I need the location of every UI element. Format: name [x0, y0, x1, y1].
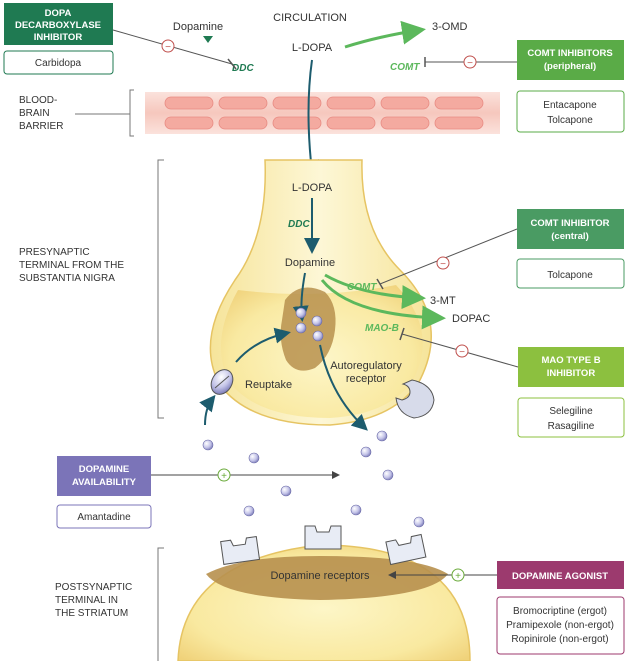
comt-peripheral-title-2: (peripheral)	[544, 61, 596, 72]
ldopa-bbb-crossing-arrow	[302, 59, 319, 176]
comt-peripheral-title-1: COMT INHIBITORS	[527, 48, 612, 59]
bbb-label-1: BLOOD-	[19, 95, 57, 106]
ddc-inhibitor-title-3: INHIBITOR	[34, 32, 83, 43]
agonist-header	[497, 561, 624, 589]
drug-selegiline: Selegiline	[549, 406, 593, 417]
availability-title-1: DOPAMINE	[79, 464, 130, 475]
maob-title-1: MAO TYPE B	[541, 355, 600, 366]
comt-central-title-2: (central)	[551, 231, 588, 242]
availability-header	[57, 456, 151, 496]
ddc-inhibitor-title-2: DECARBOXYLASE	[15, 20, 101, 31]
comt-peripheral-drug-box	[516, 90, 625, 133]
drug-tolcapone-central: Tolcapone	[547, 270, 593, 281]
postsynaptic-label-1: POSTSYNAPTIC	[55, 582, 132, 593]
presynaptic-bracket	[157, 159, 164, 419]
comt-central-drug-box	[516, 258, 625, 289]
maob-inhibition-bar	[399, 327, 405, 341]
comt-central-header	[517, 209, 624, 249]
postsynaptic-label-3: THE STRIATUM	[55, 608, 128, 619]
reuptake-in-arrow	[199, 394, 216, 426]
presynaptic-ddc: DDC	[288, 219, 310, 230]
ddc-inhibitor-header	[4, 3, 113, 45]
ddc-minus-symbol: −	[165, 42, 171, 53]
maob-minus-icon	[455, 344, 469, 358]
bbb-label-2: BRAIN	[19, 108, 50, 119]
circulation-ddc: DDC	[232, 63, 254, 74]
availability-plus-symbol: +	[221, 471, 227, 482]
presynaptic-label-3: SUBSTANTIA NIGRA	[19, 273, 115, 284]
comt-central-inhibition-line	[379, 228, 518, 285]
agonist-title: DOPAMINE AGONIST	[512, 571, 608, 582]
circulation-dopamine: Dopamine	[173, 21, 223, 33]
maob-title-2: INHIBITOR	[547, 368, 596, 379]
comt-central-minus-symbol: −	[440, 259, 446, 270]
availability-title-2: AVAILABILITY	[72, 477, 137, 488]
presynaptic-3mt: 3-MT	[430, 295, 456, 307]
circulation-3omd: 3-OMD	[432, 21, 468, 33]
drug-tolcapone-peripheral: Tolcapone	[547, 115, 593, 126]
dopamine-release-arrow	[319, 344, 368, 431]
postsynaptic-inner-region	[206, 556, 448, 600]
dopamine-to-dopac-arrow	[320, 279, 446, 330]
ddc-minus-icon	[161, 39, 175, 53]
ddc-inhibitor-drug-box	[3, 50, 114, 75]
postsynaptic-receptors	[220, 525, 427, 566]
reuptake-label: Reuptake	[245, 379, 292, 391]
circulation-comt: COMT	[390, 62, 420, 73]
circulation-ldopa: L-DOPA	[292, 42, 333, 54]
maob-minus-symbol: −	[459, 347, 465, 358]
presynaptic-dopac: DOPAC	[452, 313, 490, 325]
postsynaptic-label-2: TERMINAL IN	[55, 595, 118, 606]
presynaptic-dopamine: Dopamine	[285, 257, 335, 269]
availability-plus-icon	[217, 468, 231, 482]
bbb-label-3: BARRIER	[19, 121, 63, 132]
comt-peripheral-minus-symbol: −	[467, 58, 473, 69]
dopamine-receptors-label: Dopamine receptors	[270, 570, 370, 582]
presynaptic-label-2: TERMINAL FROM THE	[19, 260, 124, 271]
drug-bromocriptine: Bromocriptine (ergot)	[513, 606, 607, 617]
autoreg-label-2: receptor	[346, 373, 387, 385]
ddc-inhibition-bar	[227, 58, 237, 70]
autoregulatory-receptor-icon	[395, 379, 435, 419]
comt-central-minus-icon	[436, 256, 450, 270]
comt-central-inhibition-bar	[376, 278, 384, 290]
drug-ropinirole: Ropinirole (non-ergot)	[511, 634, 608, 645]
presynaptic-ldopa: L-DOPA	[292, 182, 333, 194]
dopamine-to-3mt-arrow	[324, 273, 426, 310]
presynaptic-comt: COMT	[347, 282, 377, 293]
synaptic-vesicles	[202, 430, 425, 528]
agonist-drug-box	[496, 596, 625, 655]
presynaptic-vesicles	[295, 307, 324, 342]
comt-peripheral-minus-icon	[463, 55, 477, 69]
agonist-plus-symbol: +	[455, 571, 461, 582]
maob-header	[518, 347, 624, 387]
availability-drug-box	[56, 504, 152, 529]
presynaptic-maob: MAO-B	[365, 323, 399, 334]
comt-central-title-1: COMT INHIBITOR	[531, 218, 610, 229]
bbb-bracket	[129, 89, 134, 137]
reuptake-transporter-stripe	[214, 375, 230, 389]
drug-entacapone: Entacapone	[543, 100, 597, 111]
maob-drug-box	[517, 397, 625, 438]
presynaptic-label-1: PRESYNAPTIC	[19, 247, 90, 258]
agonist-plus-icon	[451, 568, 465, 582]
reuptake-to-vesicle-arrow	[235, 327, 291, 363]
comt-peripheral-header	[517, 40, 624, 80]
drug-amantadine: Amantadine	[77, 512, 131, 523]
drug-rasagiline: Rasagiline	[548, 421, 595, 432]
postsynaptic-bracket	[157, 547, 164, 661]
dopamine-arrow-icon	[203, 36, 213, 43]
ddc-inhibitor-title-1: DOPA	[45, 8, 72, 19]
drug-pramipexole: Pramipexole (non-ergot)	[506, 620, 614, 631]
ldopa-to-3omd-arrow	[344, 20, 426, 49]
drug-carbidopa: Carbidopa	[35, 58, 82, 69]
circulation-label: CIRCULATION	[273, 12, 347, 24]
autoreg-label-1: Autoregulatory	[330, 360, 402, 372]
